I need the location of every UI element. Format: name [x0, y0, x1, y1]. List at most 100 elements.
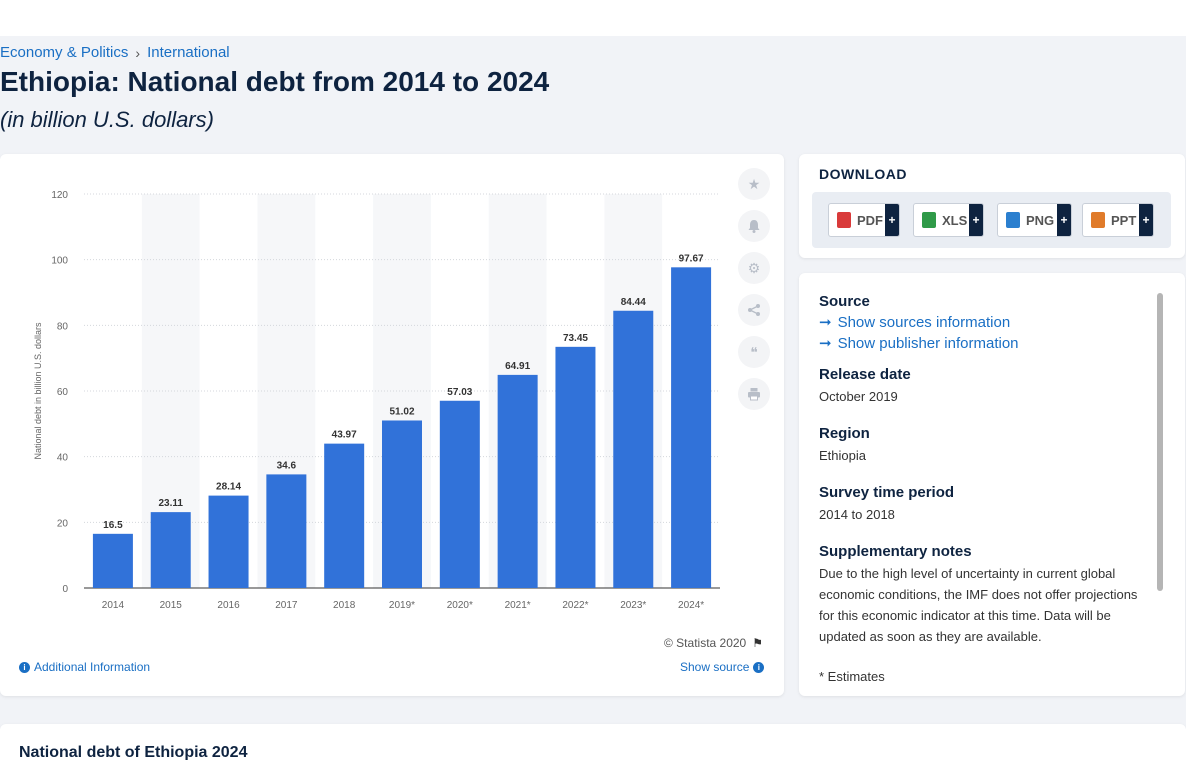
download-pdf-button[interactable]: PDF + — [828, 203, 900, 237]
png-file-icon — [1006, 212, 1020, 228]
bar-value-label: 84.44 — [621, 297, 646, 308]
info-icon: i — [19, 661, 30, 673]
plus-icon: + — [969, 204, 983, 236]
breadcrumb-international[interactable]: International — [147, 44, 230, 61]
breadcrumb: Economy & Politics › International — [0, 44, 230, 61]
page-title: Ethiopia: National debt from 2014 to 202… — [0, 66, 550, 97]
x-tick-label: 2020* — [447, 600, 473, 611]
additional-information-label: Additional Information — [34, 660, 151, 674]
page-subtitle: (in billion U.S. dollars) — [0, 107, 214, 132]
show-source-link[interactable]: Show source i — [680, 660, 765, 674]
estimates-note: * Estimates — [819, 669, 885, 684]
plus-icon: + — [1139, 204, 1153, 236]
arrow-right-icon: ➞ — [819, 335, 832, 352]
bar — [92, 533, 133, 588]
details-content: Source ➞ Show sources information ➞ Show… — [819, 293, 1149, 665]
x-tick-label: 2021* — [505, 600, 531, 611]
bar-value-label: 57.03 — [447, 387, 472, 398]
supplementary-notes-value: Due to the high level of uncertainty in … — [819, 566, 1138, 644]
breadcrumb-economy-politics[interactable]: Economy & Politics — [0, 44, 129, 61]
bar-value-label: 16.5 — [103, 520, 123, 531]
x-tick-label: 2024* — [678, 600, 704, 611]
ppt-file-icon — [1091, 212, 1105, 228]
download-ppt-button[interactable]: PPT + — [1082, 203, 1154, 237]
additional-information-link[interactable]: i Additional Information — [19, 660, 150, 674]
plus-icon: + — [1057, 204, 1071, 236]
chart-toolbar: ★ ⚙ ❝ — [738, 168, 770, 410]
bar — [613, 310, 654, 588]
download-png-label: PNG — [1026, 212, 1055, 228]
breadcrumb-separator: › — [135, 44, 141, 61]
download-pdf-label: PDF — [857, 212, 883, 228]
copyright: © Statista 2020 ⚑ — [664, 636, 763, 650]
flag-icon[interactable]: ⚑ — [752, 636, 763, 650]
bar-chart: 0 20 40 60 80 100 120 16.5 2014 23.11 2015 28.14 201… — [33, 190, 720, 611]
pdf-file-icon — [837, 212, 851, 228]
y-tick-label: 40 — [57, 453, 69, 464]
release-date-heading: Release date — [819, 366, 911, 383]
bar — [324, 443, 365, 588]
bar — [671, 267, 712, 588]
bar — [382, 420, 422, 588]
show-publisher-link[interactable]: ➞ Show publisher information — [819, 334, 1149, 353]
related-card: National debt of Ethiopia 2024 — [0, 724, 1186, 760]
bar — [555, 346, 596, 588]
x-tick-label: 2019* — [389, 600, 415, 611]
info-icon: i — [753, 661, 765, 673]
x-tick-label: 2022* — [562, 600, 588, 611]
quote-icon[interactable]: ❝ — [738, 336, 770, 368]
source-heading: Source — [819, 293, 870, 310]
y-tick-label: 20 — [57, 518, 69, 529]
y-axis-label: National debt in billion U.S. dollars — [33, 322, 43, 460]
download-title: DOWNLOAD — [819, 166, 907, 182]
x-tick-label: 2016 — [217, 600, 240, 611]
download-ppt-label: PPT — [1111, 212, 1137, 228]
y-tick-label: 0 — [62, 584, 68, 595]
show-sources-link[interactable]: ➞ Show sources information — [819, 313, 1149, 332]
bell-icon[interactable] — [738, 210, 770, 242]
bar-value-label: 73.45 — [563, 333, 588, 344]
bar-value-label: 34.6 — [277, 460, 297, 471]
gear-icon[interactable]: ⚙ — [738, 252, 770, 284]
chart-card: 0 20 40 60 80 100 120 16.5 2014 23.11 2015 28.14 201… — [0, 154, 784, 696]
details-scrollbar[interactable] — [1157, 293, 1163, 591]
region-heading: Region — [819, 425, 870, 442]
statistic-details-card: Source ➞ Show sources information ➞ Show… — [799, 273, 1185, 696]
related-title: National debt of Ethiopia 2024 — [19, 744, 248, 760]
download-xls-button[interactable]: XLS + — [913, 203, 984, 237]
x-tick-label: 2015 — [160, 600, 183, 611]
y-tick-label: 120 — [51, 190, 68, 201]
bar — [497, 374, 538, 588]
plus-icon: + — [885, 204, 899, 236]
arrow-right-icon: ➞ — [819, 314, 832, 331]
star-icon[interactable]: ★ — [738, 168, 770, 200]
region-value: Ethiopia — [819, 448, 866, 463]
y-tick-label: 60 — [57, 387, 69, 398]
x-tick-label: 2017 — [275, 600, 298, 611]
y-tick-label: 80 — [57, 321, 69, 332]
bar — [208, 495, 249, 588]
download-png-button[interactable]: PNG + — [997, 203, 1072, 237]
bar — [439, 400, 480, 588]
bar-value-label: 43.97 — [332, 430, 357, 441]
show-source-label: Show source — [680, 660, 750, 674]
bar — [266, 474, 307, 588]
bar-value-label: 64.91 — [505, 361, 530, 372]
bar — [150, 512, 191, 588]
xls-file-icon — [922, 212, 936, 228]
survey-period-heading: Survey time period — [819, 484, 955, 501]
supplementary-notes-heading: Supplementary notes — [819, 543, 972, 560]
bar-value-label: 28.14 — [216, 482, 241, 493]
top-header-band — [0, 0, 1186, 36]
release-date-value: October 2019 — [819, 389, 898, 404]
download-buttons-row: PDF + XLS + PNG + PPT + — [812, 192, 1171, 248]
download-xls-label: XLS — [942, 212, 968, 228]
print-icon[interactable] — [738, 378, 770, 410]
share-icon[interactable] — [738, 294, 770, 326]
show-publisher-label: Show publisher information — [837, 334, 1019, 352]
x-tick-label: 2014 — [102, 600, 125, 611]
show-sources-label: Show sources information — [837, 313, 1011, 331]
bar-value-label: 97.67 — [679, 253, 704, 264]
y-tick-label: 100 — [51, 256, 68, 267]
survey-period-value: 2014 to 2018 — [819, 507, 895, 522]
